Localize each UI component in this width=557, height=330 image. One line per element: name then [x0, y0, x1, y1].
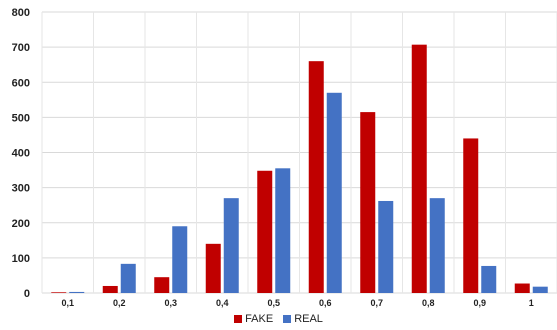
bar-real-1	[532, 286, 548, 293]
x-tick-label: 0,4	[216, 298, 229, 308]
y-tick-label: 700	[12, 42, 30, 54]
x-tick-label: 0,7	[370, 298, 383, 308]
y-tick-label: 500	[12, 112, 30, 124]
x-tick-label: 0,3	[164, 298, 177, 308]
y-tick-label: 400	[12, 148, 30, 160]
x-tick-label: 0,6	[319, 298, 332, 308]
bar-real-0,3	[172, 226, 188, 293]
bar-real-0,9	[481, 265, 497, 293]
bar-real-0,8	[429, 198, 445, 293]
x-tick-label: 0,2	[113, 298, 126, 308]
bar-real-0,4	[223, 198, 239, 293]
legend: FAKE REAL	[0, 313, 557, 325]
bar-fake-0,9	[463, 138, 479, 293]
legend-label-fake: FAKE	[245, 313, 274, 325]
legend-swatch-fake	[234, 315, 243, 323]
bar-real-0,5	[275, 168, 291, 293]
x-tick-label: 0,8	[422, 298, 435, 308]
y-tick-label: 800	[12, 7, 30, 19]
bar-real-0,6	[326, 92, 342, 293]
x-tick-label: 0,9	[473, 298, 486, 308]
bar-fake-0,6	[308, 61, 324, 293]
bar-real-0,7	[378, 200, 394, 293]
y-tick-label: 200	[12, 218, 30, 230]
bar-fake-0,5	[257, 170, 273, 293]
bar-fake-1	[514, 283, 530, 293]
y-axis-ticks: 0 100 200 300 400 500 600 700 800	[12, 7, 30, 300]
y-tick-label: 0	[24, 288, 30, 300]
bar-fake-0,1	[51, 292, 67, 293]
gridlines	[41, 11, 557, 294]
bar-real-0,1	[69, 291, 85, 293]
legend-swatch-real	[283, 315, 292, 323]
bar-fake-0,3	[154, 277, 170, 293]
bar-fake-0,2	[102, 285, 118, 293]
bar-fake-0,4	[205, 243, 221, 293]
y-tick-label: 600	[12, 77, 30, 89]
x-tick-label: 0,1	[61, 298, 74, 308]
x-tick-label: 1	[529, 298, 534, 308]
x-tick-label: 0,5	[267, 298, 280, 308]
bar-fake-0,7	[360, 112, 376, 293]
legend-item-real: REAL	[283, 313, 323, 325]
bars	[51, 44, 548, 294]
bar-real-0,2	[120, 263, 136, 293]
bar-fake-0,8	[411, 44, 427, 294]
y-tick-label: 100	[12, 253, 30, 265]
x-axis-ticks: 0,1 0,2 0,3 0,4 0,5 0,6 0,7 0,8 0,9 1	[61, 298, 533, 308]
legend-item-fake: FAKE	[234, 313, 273, 325]
y-tick-label: 300	[12, 183, 30, 195]
legend-label-real: REAL	[294, 313, 323, 325]
